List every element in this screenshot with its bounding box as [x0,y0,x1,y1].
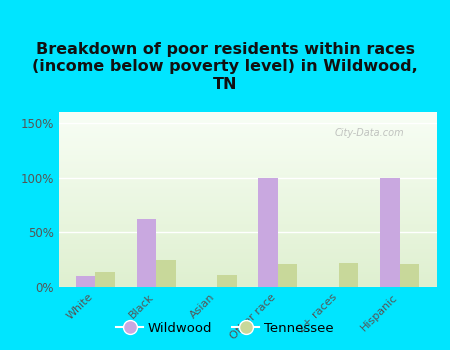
Text: City-Data.com: City-Data.com [334,128,404,138]
Legend: Wildwood, Tennessee: Wildwood, Tennessee [111,316,339,340]
Bar [278,264,297,287]
Bar [400,264,419,287]
Bar [95,272,115,287]
Bar [258,178,278,287]
Bar [156,260,176,287]
Bar [217,275,237,287]
Bar [339,263,359,287]
Bar [136,219,156,287]
Bar [76,276,95,287]
Bar [380,178,400,287]
Text: Breakdown of poor residents within races
(income below poverty level) in Wildwoo: Breakdown of poor residents within races… [32,42,418,92]
